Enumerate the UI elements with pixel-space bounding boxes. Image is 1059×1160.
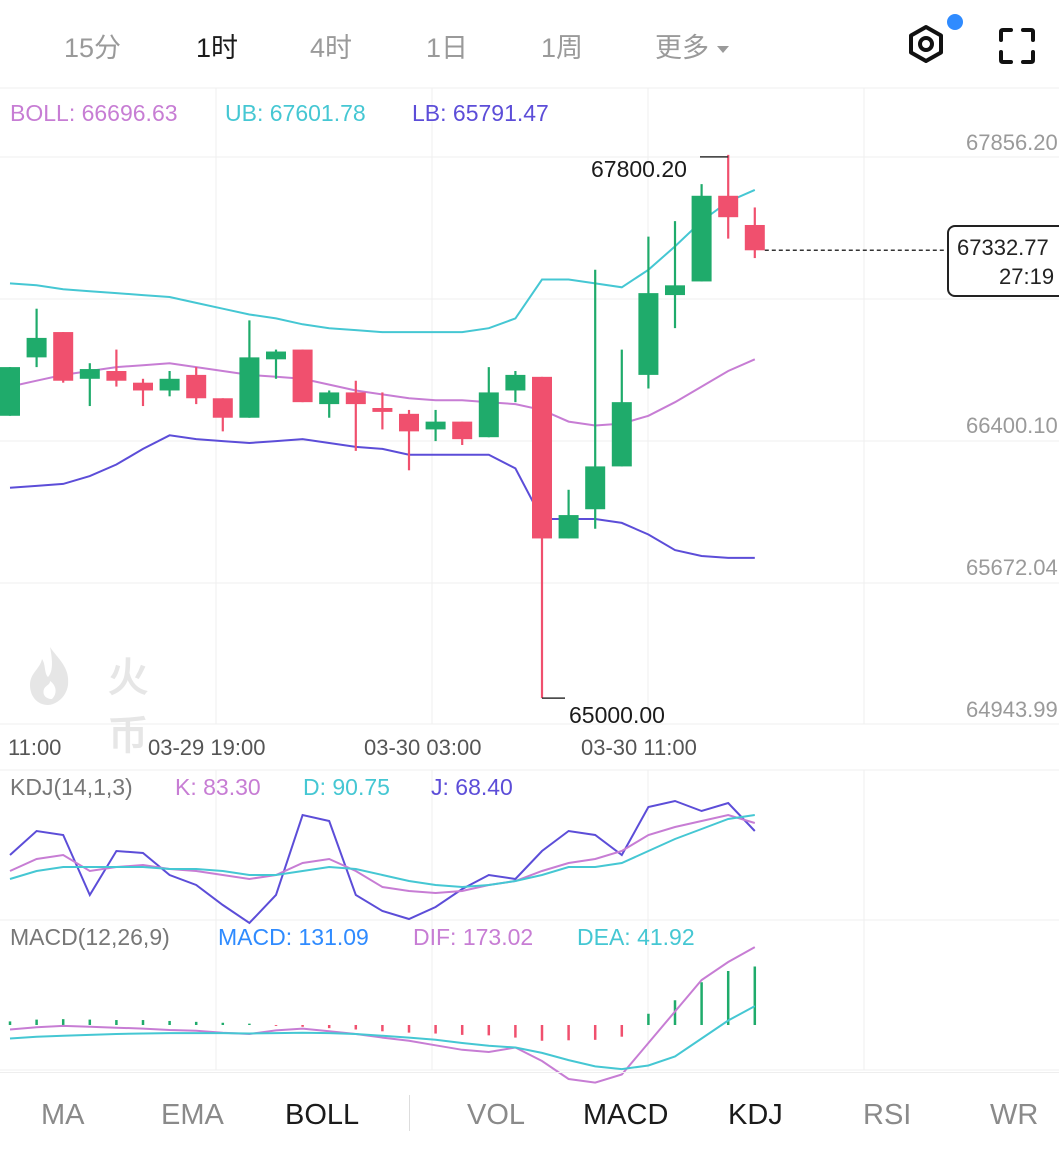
candle-up [159,378,180,391]
candle-up [691,195,712,282]
candle-countdown: 27:19 [999,264,1055,289]
indicator-wr[interactable]: WR [990,1099,1039,1131]
hexagon-gear-icon [909,25,943,63]
macd-title: MACD(12,26,9) [10,924,170,950]
candle-up [319,392,340,405]
watermark-text: 火币 [108,656,150,758]
indicator-vol[interactable]: VOL [467,1099,526,1131]
candle-up [611,402,632,467]
candle-up [505,374,526,391]
current-price: 67332.77 [957,235,1049,260]
kdj-title: KDJ(14,1,3) [10,774,133,800]
time-axis-label: 11:00 [8,735,62,760]
indicator-ema[interactable]: EMA [161,1099,224,1131]
tab-more-label: 更多 [655,33,709,63]
price-axis-label: 65672.04 [966,555,1058,580]
time-axis-label: 03-30 03:00 [364,735,482,760]
timeframe-bar: 15分 1时 4时 1日 1周 更多 [0,0,1059,88]
candle-up [266,351,286,360]
boll-lower-line [9,434,755,559]
price-axis-label: 66400.10 [966,413,1058,438]
kdj-j-line [9,799,756,925]
current-price-tag[interactable]: 67332.77 27:19 [947,225,1059,297]
candle-down [133,382,153,391]
indicator-rsi[interactable]: RSI [863,1099,912,1131]
kdj-d-line [9,814,755,889]
tab-15min[interactable]: 15分 [64,33,122,63]
expand-icon [999,28,1035,64]
kdj-k-value: K: 83.30 [175,774,261,800]
candle-down [399,413,419,432]
candle-down [345,392,366,405]
kdj-j-value: J: 68.40 [431,774,513,800]
boll-ub-value: UB: 67601.78 [225,100,366,126]
candle-down [718,195,739,218]
fullscreen-icon[interactable] [998,27,1036,65]
candle-down [212,398,233,418]
candle-down [372,407,393,412]
indicator-kdj[interactable]: KDJ [728,1099,783,1131]
divider [409,1095,410,1131]
macd-value: MACD: 131.09 [218,924,369,950]
price-axis-label: 67856.20 [966,130,1058,155]
candle-down [744,224,765,251]
time-axis-label: 03-29 19:00 [148,735,266,760]
candle-down [106,371,127,381]
kdj-d-value: D: 90.75 [303,774,390,800]
macd-dif-line [9,946,756,1084]
candle-up [239,357,260,418]
indicator-boll[interactable]: BOLL [285,1099,360,1131]
flame-icon [30,647,69,705]
low-price-label: 65000.00 [569,702,665,728]
candle-down [532,376,552,539]
boll-lb-value: LB: 65791.47 [412,100,549,126]
tab-1week[interactable]: 1周 [541,33,584,63]
candle-down [53,332,74,381]
indicator-ma[interactable]: MA [41,1099,85,1131]
high-price-label: 67800.20 [591,156,687,182]
boll-upper-line [9,188,756,334]
candle-down [186,374,207,399]
tab-1hour[interactable]: 1时 [196,33,239,63]
candle-up [558,515,579,539]
boll-mid-value: BOLL: 66696.63 [10,100,178,126]
kdj-k-line [9,813,756,895]
time-axis-label: 03-30 11:00 [581,735,697,760]
candle-up [79,369,100,379]
candle-up [585,466,606,510]
price-axis-label: 64943.99 [966,697,1058,722]
tab-more[interactable]: 更多 [655,26,729,65]
watermark-logo: 火币 [28,645,178,758]
candle-down [292,349,313,403]
macd-dif-value: DIF: 173.02 [413,924,534,950]
notification-dot [947,14,963,30]
candle-up [638,293,659,375]
tab-4hour[interactable]: 4时 [310,33,353,63]
candle-down [452,421,473,440]
macd-dea-value: DEA: 41.92 [577,924,695,950]
candle-up [425,421,446,430]
candle-up [478,392,499,438]
macd-dea-line [9,1005,756,1071]
chevron-down-icon [717,46,729,54]
settings-icon[interactable] [906,24,946,64]
tab-1day[interactable]: 1日 [426,33,469,63]
candle-up [26,337,47,358]
indicator-macd[interactable]: MACD [583,1099,669,1131]
candle-up [665,285,685,296]
indicator-bar: MA EMA BOLL VOL MACD KDJ RSI WR [0,1072,1059,1160]
candle-up [0,367,20,416]
